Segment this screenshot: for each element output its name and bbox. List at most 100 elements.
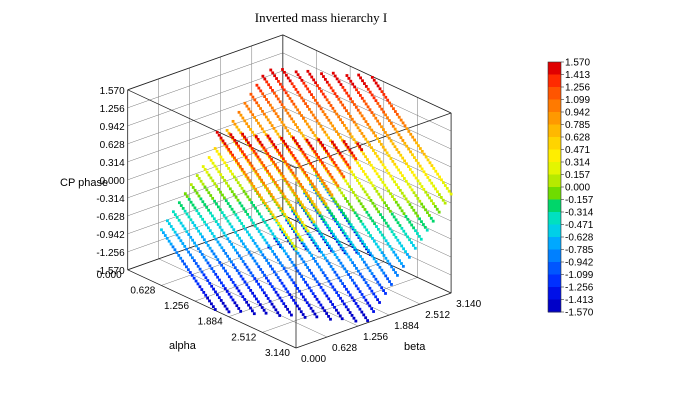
data-point <box>388 101 392 105</box>
data-point <box>340 138 344 142</box>
data-point <box>234 231 238 234</box>
data-point <box>360 96 364 100</box>
data-point <box>382 218 386 222</box>
data-point <box>296 73 300 77</box>
data-point <box>360 167 363 170</box>
data-point <box>173 213 177 216</box>
data-point <box>422 223 425 226</box>
data-point <box>354 123 358 127</box>
data-point <box>352 173 356 177</box>
data-point <box>336 184 340 188</box>
data-point <box>238 219 242 223</box>
data-point <box>274 129 278 133</box>
data-point <box>270 141 274 145</box>
data-point <box>330 229 333 233</box>
data-point <box>278 153 281 156</box>
data-point <box>293 209 296 213</box>
data-point <box>218 278 221 282</box>
data-point <box>399 153 403 157</box>
data-point <box>290 82 294 86</box>
data-point <box>268 156 272 160</box>
data-point <box>201 235 204 239</box>
data-point <box>250 164 254 168</box>
data-point <box>375 189 379 193</box>
data-point <box>336 150 340 154</box>
data-point <box>327 153 330 157</box>
data-point <box>394 218 398 222</box>
data-point <box>411 135 415 139</box>
data-point <box>305 175 309 179</box>
data-point <box>260 178 264 182</box>
data-point <box>265 241 269 245</box>
data-point <box>209 158 213 162</box>
data-point <box>318 193 322 197</box>
data-point <box>414 229 417 233</box>
data-point <box>424 190 428 194</box>
data-point <box>343 233 347 237</box>
data-point <box>206 279 210 282</box>
data-point <box>297 181 301 185</box>
data-point <box>343 251 347 255</box>
data-point <box>351 226 355 229</box>
data-point <box>249 236 253 240</box>
data-point <box>242 172 246 175</box>
data-point <box>426 158 430 162</box>
data-point <box>280 85 284 89</box>
data-point <box>251 291 254 295</box>
data-point <box>220 246 224 250</box>
data-point <box>313 167 316 171</box>
data-point <box>288 275 292 279</box>
data-point <box>332 215 335 219</box>
data-point <box>241 116 245 120</box>
data-point <box>279 172 283 175</box>
data-point <box>341 229 345 233</box>
data-point <box>300 275 304 278</box>
data-point <box>303 315 307 319</box>
data-point <box>360 148 364 151</box>
data-point <box>189 218 193 222</box>
data-point <box>330 194 334 198</box>
data-point <box>337 97 341 101</box>
data-point <box>265 276 268 280</box>
data-point <box>279 191 283 194</box>
data-point <box>310 182 314 186</box>
data-point <box>171 245 175 249</box>
data-point <box>330 159 334 163</box>
data-point <box>312 257 315 260</box>
data-point <box>288 293 292 297</box>
data-point <box>181 206 185 210</box>
data-point <box>256 137 260 141</box>
data-point <box>314 189 318 193</box>
data-point <box>255 244 259 248</box>
data-point <box>333 235 337 239</box>
data-point <box>325 115 329 119</box>
data-point <box>347 112 350 115</box>
data-point <box>404 215 408 218</box>
data-point <box>345 218 349 222</box>
data-point <box>220 263 224 267</box>
data-point <box>339 226 343 230</box>
data-point <box>309 163 313 167</box>
colorbar-tick-label: 1.256 <box>565 83 590 94</box>
data-point <box>288 79 292 83</box>
data-point <box>362 260 366 264</box>
data-point <box>349 205 353 209</box>
data-point <box>299 165 303 169</box>
data-point <box>292 227 296 230</box>
data-point <box>236 233 240 237</box>
data-point <box>331 232 335 236</box>
data-point <box>231 280 235 284</box>
data-point <box>289 205 293 209</box>
data-point <box>304 209 308 212</box>
data-point <box>285 198 289 202</box>
data-point <box>352 138 356 142</box>
data-point <box>318 176 322 180</box>
data-point <box>229 295 233 299</box>
data-point <box>395 183 398 187</box>
data-point <box>369 216 373 220</box>
data-point <box>317 300 321 304</box>
data-point <box>341 264 345 268</box>
data-point <box>385 133 389 137</box>
data-point <box>406 182 410 186</box>
